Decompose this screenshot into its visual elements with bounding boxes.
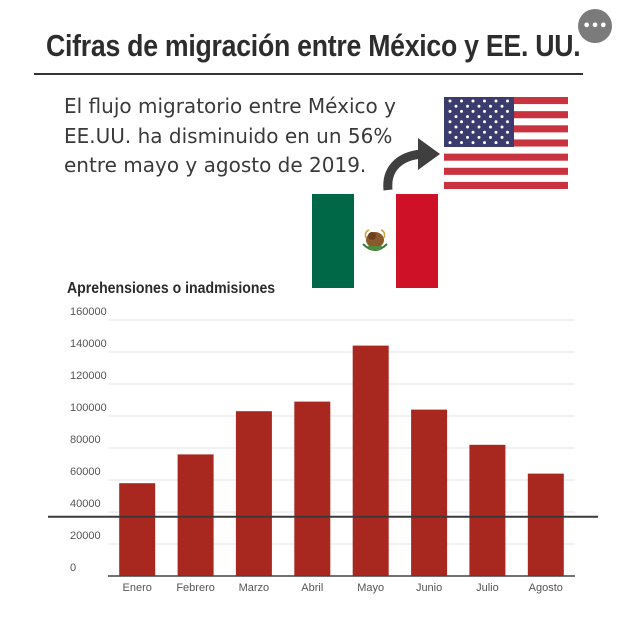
x-tick-label: Junio (416, 582, 442, 594)
intro-text: El flujo migratorio entre México y EE.UU… (64, 94, 396, 177)
x-tick-label: Mayo (357, 582, 384, 594)
coat-of-arms-icon (362, 229, 388, 251)
bar-abril (294, 401, 331, 576)
y-tick-label: 60000 (70, 466, 101, 478)
bar-junio (411, 409, 448, 576)
x-tick-label: Marzo (239, 582, 270, 594)
title-divider (34, 73, 583, 75)
y-tick-label: 20000 (70, 530, 101, 542)
more-options-button[interactable]: ••• (578, 9, 612, 43)
bar-mayo (352, 345, 389, 576)
x-tick-label: Febrero (176, 582, 215, 594)
x-tick-label: Agosto (529, 582, 563, 594)
y-tick-label: 40000 (70, 498, 101, 510)
chart-title: Aprehensiones o inadmisiones (67, 280, 276, 297)
x-tick-label: Julio (476, 582, 499, 594)
bar-enero (119, 483, 156, 576)
y-tick-label: 140000 (70, 338, 107, 350)
bar-febrero (177, 454, 214, 576)
bar-agosto (527, 473, 564, 576)
page-title: Cifras de migración entre México y EE. U… (46, 28, 581, 63)
mexico-flag-icon (312, 194, 438, 288)
y-tick-label: 100000 (70, 402, 107, 414)
y-tick-label: 160000 (70, 306, 107, 318)
bar-marzo (235, 411, 272, 576)
x-tick-label: Enero (123, 582, 152, 594)
y-tick-label: 120000 (70, 370, 107, 382)
y-tick-label: 0 (70, 562, 76, 574)
y-tick-label: 80000 (70, 434, 101, 446)
us-flag-icon (444, 97, 568, 189)
bar-julio (469, 444, 506, 576)
curved-arrow-icon (383, 138, 440, 191)
x-tick-label: Abril (301, 582, 323, 594)
